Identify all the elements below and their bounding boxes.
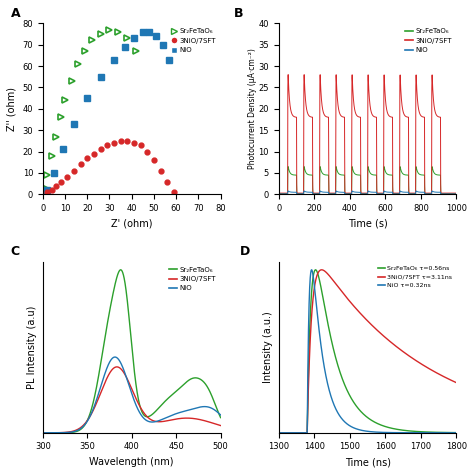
- Legend: Sr₂FeTaO₆ τ=0.56ns, 3NiO/7SFT τ=3.11ns, NiO τ=0.32ns: Sr₂FeTaO₆ τ=0.56ns, 3NiO/7SFT τ=3.11ns, …: [376, 265, 453, 290]
- Y-axis label: Intensity (a.u.): Intensity (a.u.): [263, 311, 273, 383]
- Text: C: C: [11, 245, 20, 258]
- X-axis label: Time (ns): Time (ns): [345, 457, 391, 467]
- Text: D: D: [240, 245, 250, 258]
- X-axis label: Wavelength (nm): Wavelength (nm): [90, 457, 174, 467]
- Text: A: A: [11, 7, 20, 20]
- Y-axis label: PL Intensity (a.u): PL Intensity (a.u): [27, 306, 37, 389]
- Legend: Sr₂FeTaO₆, 3NiO/7SFT, NiO: Sr₂FeTaO₆, 3NiO/7SFT, NiO: [167, 265, 217, 293]
- Y-axis label: Photocurrent Density (μA·cm⁻²): Photocurrent Density (μA·cm⁻²): [248, 48, 257, 169]
- Legend: Sr₂FeTaO₆, 3NiO/7SFT, NiO: Sr₂FeTaO₆, 3NiO/7SFT, NiO: [170, 27, 217, 55]
- Y-axis label: Z'' (ohm): Z'' (ohm): [7, 87, 17, 131]
- Text: B: B: [234, 7, 244, 20]
- Legend: Sr₂FeTaO₆, 3NiO/7SFT, NiO: Sr₂FeTaO₆, 3NiO/7SFT, NiO: [403, 27, 453, 55]
- X-axis label: Z' (ohm): Z' (ohm): [111, 219, 153, 228]
- X-axis label: Time (s): Time (s): [348, 219, 388, 228]
